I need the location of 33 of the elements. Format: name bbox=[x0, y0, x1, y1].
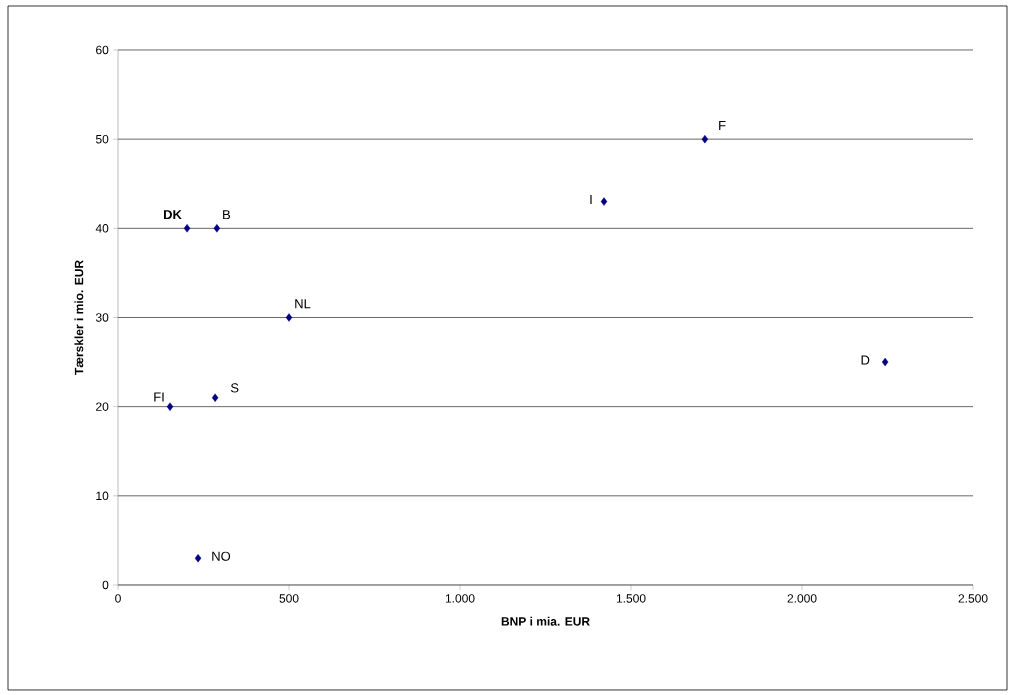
point bbox=[183, 224, 191, 233]
x-tick-label: 1.000 bbox=[445, 594, 475, 603]
y-tick-label: 10 bbox=[96, 491, 109, 501]
annotation: B bbox=[223, 210, 231, 220]
y-tick-label: 60 bbox=[96, 45, 109, 55]
annotation: F bbox=[719, 121, 726, 130]
y-tick-label: 0 bbox=[102, 580, 109, 590]
x-tick-label: 500 bbox=[279, 594, 299, 603]
x-tick-label: 2.500 bbox=[958, 594, 988, 603]
y-tick-label: 40 bbox=[95, 224, 109, 233]
point bbox=[213, 224, 221, 233]
point bbox=[194, 554, 202, 563]
annotation: D bbox=[861, 355, 870, 365]
y-tick-label: 50 bbox=[95, 134, 109, 144]
annotation: S bbox=[230, 383, 239, 393]
y-tick-label: 30 bbox=[95, 313, 109, 322]
annotation: DK bbox=[163, 210, 182, 220]
y-axis-title: Tærskler i mio. EUR bbox=[74, 260, 84, 375]
annotation: NO bbox=[212, 551, 231, 561]
x-tick-label: 2.000 bbox=[787, 594, 817, 603]
annotation: NL bbox=[295, 299, 311, 309]
point bbox=[166, 402, 174, 411]
point bbox=[881, 357, 889, 367]
x-tick-label: 1.500 bbox=[616, 594, 646, 603]
x-axis-title: BNP i mia. EUR bbox=[501, 616, 590, 626]
point bbox=[701, 134, 709, 144]
x-tick-label: 0 bbox=[115, 594, 121, 603]
point bbox=[211, 393, 219, 402]
annotation: FI bbox=[154, 392, 164, 402]
point bbox=[285, 313, 293, 322]
annotation: I bbox=[590, 195, 592, 205]
y-tick-label: 20 bbox=[96, 402, 109, 411]
point bbox=[600, 197, 608, 206]
